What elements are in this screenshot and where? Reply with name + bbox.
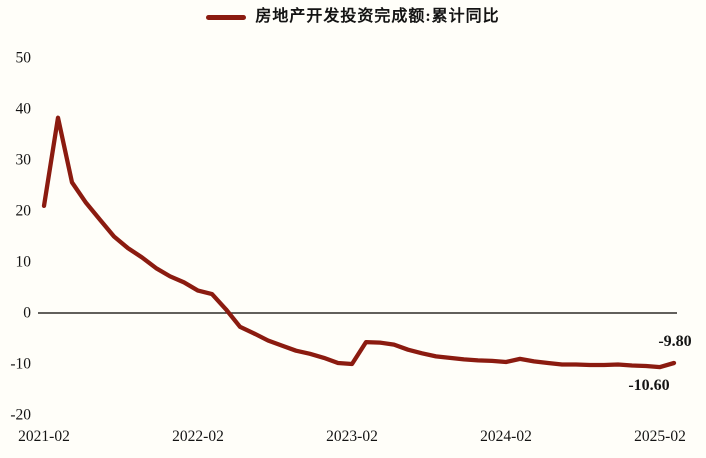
y-axis: 50 40 30 20 10 0 -10 -20: [10, 50, 31, 424]
x-axis: 2021-02 2022-02 2023-02 2024-02 2025-02: [18, 428, 686, 445]
legend-line-swatch: [206, 14, 247, 20]
y-tick-label: 0: [23, 305, 31, 322]
x-tick-label: 2023-02: [326, 428, 378, 445]
annotations: -9.80 -10.60: [628, 333, 691, 394]
y-tick-label: 40: [16, 101, 32, 118]
y-tick-label: 50: [16, 50, 32, 67]
x-tick-label: 2022-02: [172, 428, 224, 445]
y-tick-label: -20: [10, 407, 31, 424]
data-label-latest: -9.80: [658, 333, 691, 350]
x-tick-label: 2024-02: [480, 428, 532, 445]
y-tick-label: 10: [16, 254, 32, 271]
x-tick-label: 2025-02: [634, 428, 686, 445]
data-label-previous: -10.60: [628, 377, 669, 394]
investment-line: [41, 115, 677, 370]
x-tick-label: 2021-02: [18, 428, 70, 445]
y-tick-label: 30: [16, 152, 32, 169]
y-tick-label: -10: [10, 356, 31, 373]
legend-label: 房地产开发投资完成额:累计同比: [255, 8, 500, 25]
legend-item[interactable]: 房地产开发投资完成额:累计同比: [0, 9, 706, 25]
y-tick-label: 20: [16, 203, 32, 220]
